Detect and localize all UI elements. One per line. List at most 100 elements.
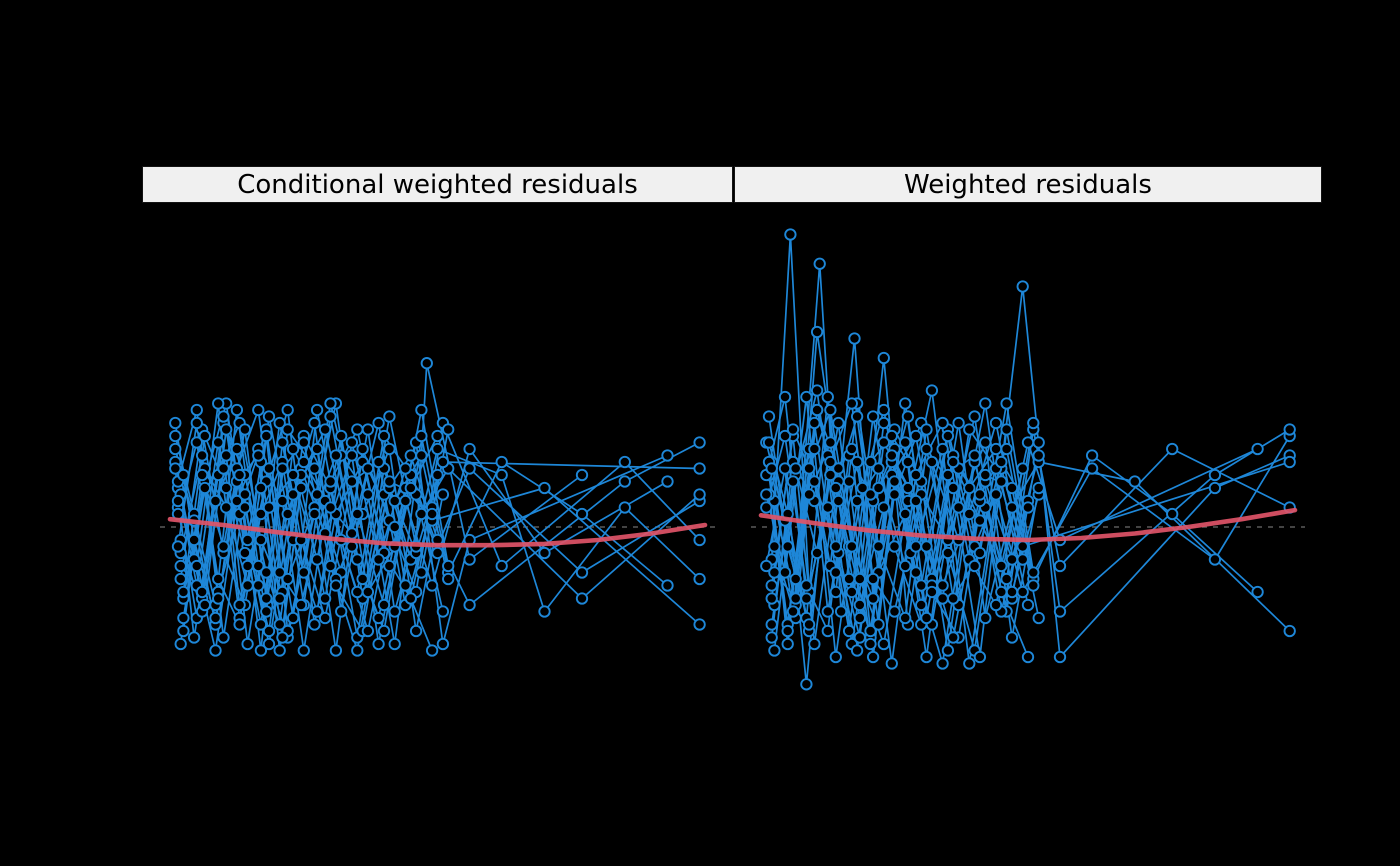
data-point-circle	[885, 429, 898, 443]
data-point-circle	[233, 618, 246, 631]
data-point-circle	[1000, 572, 1013, 586]
data-point-circle	[1053, 605, 1067, 618]
data-point-circle	[273, 592, 286, 605]
data-point-circle	[1208, 468, 1222, 482]
data-point-circle	[1208, 481, 1222, 495]
data-point-circle	[909, 494, 923, 508]
data-point-circle	[768, 644, 781, 657]
data-point-circle	[810, 546, 824, 560]
loess-smooth-line	[167, 516, 708, 548]
data-point-circle	[262, 624, 276, 638]
data-point-circle	[345, 449, 359, 462]
data-point-circle	[238, 488, 252, 501]
data-point-circle	[209, 494, 222, 508]
data-point-circle	[1016, 553, 1029, 566]
data-point-circle	[241, 533, 254, 547]
data-point-circle	[415, 403, 428, 417]
data-point-circle	[1000, 397, 1013, 410]
data-point-circle	[1000, 442, 1013, 456]
data-point-circle	[361, 423, 375, 436]
data-point-circle	[1021, 501, 1035, 514]
data-point-circle	[901, 410, 915, 423]
data-point-circle	[361, 624, 375, 638]
data-point-circle	[877, 436, 890, 449]
data-point-circle	[789, 572, 802, 586]
data-point-circle	[361, 462, 375, 475]
data-point-circle	[1032, 436, 1045, 449]
data-point-circle	[808, 442, 821, 456]
data-point-circle	[372, 553, 385, 566]
data-point-circle	[808, 637, 821, 651]
data-point-circle	[901, 481, 915, 495]
data-point-circle	[190, 559, 203, 573]
data-point-circle	[252, 403, 265, 417]
data-point-circle	[409, 624, 423, 638]
data-point-circle	[388, 605, 401, 618]
data-point-circle	[276, 631, 289, 644]
data-point-circle	[832, 416, 845, 430]
strip-title-wres: Weighted residuals	[904, 169, 1152, 200]
data-point-circle	[431, 429, 444, 443]
data-point-circle	[821, 501, 834, 514]
data-point-circle	[842, 475, 856, 488]
data-point-circle	[842, 624, 856, 638]
data-point-circle	[425, 579, 439, 592]
strip-title-cwres: Conditional weighted residuals	[237, 169, 638, 200]
data-point-circle	[495, 468, 508, 482]
data-point-circle	[866, 650, 880, 664]
data-point-circle	[329, 579, 343, 592]
data-point-circle	[169, 429, 182, 443]
data-point-circle	[436, 455, 450, 469]
data-point-circle	[979, 611, 992, 625]
data-point-circle	[1027, 416, 1040, 430]
data-point-circle	[1251, 585, 1264, 599]
data-point-circle	[212, 436, 225, 449]
panel-wres	[751, 228, 1305, 691]
data-point-circle	[383, 559, 396, 573]
strip-header-cwres: Conditional weighted residuals	[142, 166, 733, 203]
data-point-circle	[786, 423, 800, 436]
subject-polyline	[177, 402, 439, 652]
data-point-circle	[808, 416, 821, 430]
data-point-circle	[174, 572, 187, 586]
data-point-circle	[853, 611, 866, 625]
data-point-circle	[925, 585, 939, 599]
subject-polyline	[770, 233, 1029, 645]
data-point-circle	[877, 403, 890, 417]
data-point-circle	[335, 429, 348, 443]
data-point-circle	[1283, 624, 1296, 638]
data-point-circle	[190, 416, 203, 430]
data-point-circle	[190, 403, 203, 417]
data-point-circle	[212, 397, 225, 410]
data-point-circle	[693, 436, 706, 449]
data-point-circle	[821, 624, 834, 638]
data-point-circle	[187, 533, 201, 547]
data-point-circle	[425, 507, 439, 521]
data-point-circle	[973, 514, 987, 527]
data-point-circle	[220, 423, 233, 436]
data-point-circle	[436, 488, 450, 501]
data-point-circle	[187, 631, 201, 644]
data-point-circle	[810, 325, 824, 339]
data-point-circle	[765, 618, 778, 631]
data-point-circle	[286, 488, 300, 501]
data-point-circle	[824, 403, 837, 417]
data-point-circle	[345, 436, 359, 449]
data-point-circle	[1283, 423, 1296, 436]
data-point-circle	[661, 449, 674, 462]
data-point-circle	[781, 540, 794, 553]
data-point-circle	[262, 501, 276, 514]
data-point-circle	[915, 579, 928, 592]
data-point-circle	[399, 462, 412, 475]
data-point-circle	[372, 455, 385, 469]
data-point-circle	[436, 605, 450, 618]
data-point-circle	[383, 475, 396, 488]
data-point-circle	[781, 637, 794, 651]
data-point-circle	[885, 657, 898, 670]
data-point-circle	[693, 462, 706, 475]
data-point-circle	[829, 566, 842, 579]
data-point-circle	[824, 468, 837, 482]
data-point-circle	[877, 637, 890, 651]
data-point-circle	[936, 657, 949, 670]
